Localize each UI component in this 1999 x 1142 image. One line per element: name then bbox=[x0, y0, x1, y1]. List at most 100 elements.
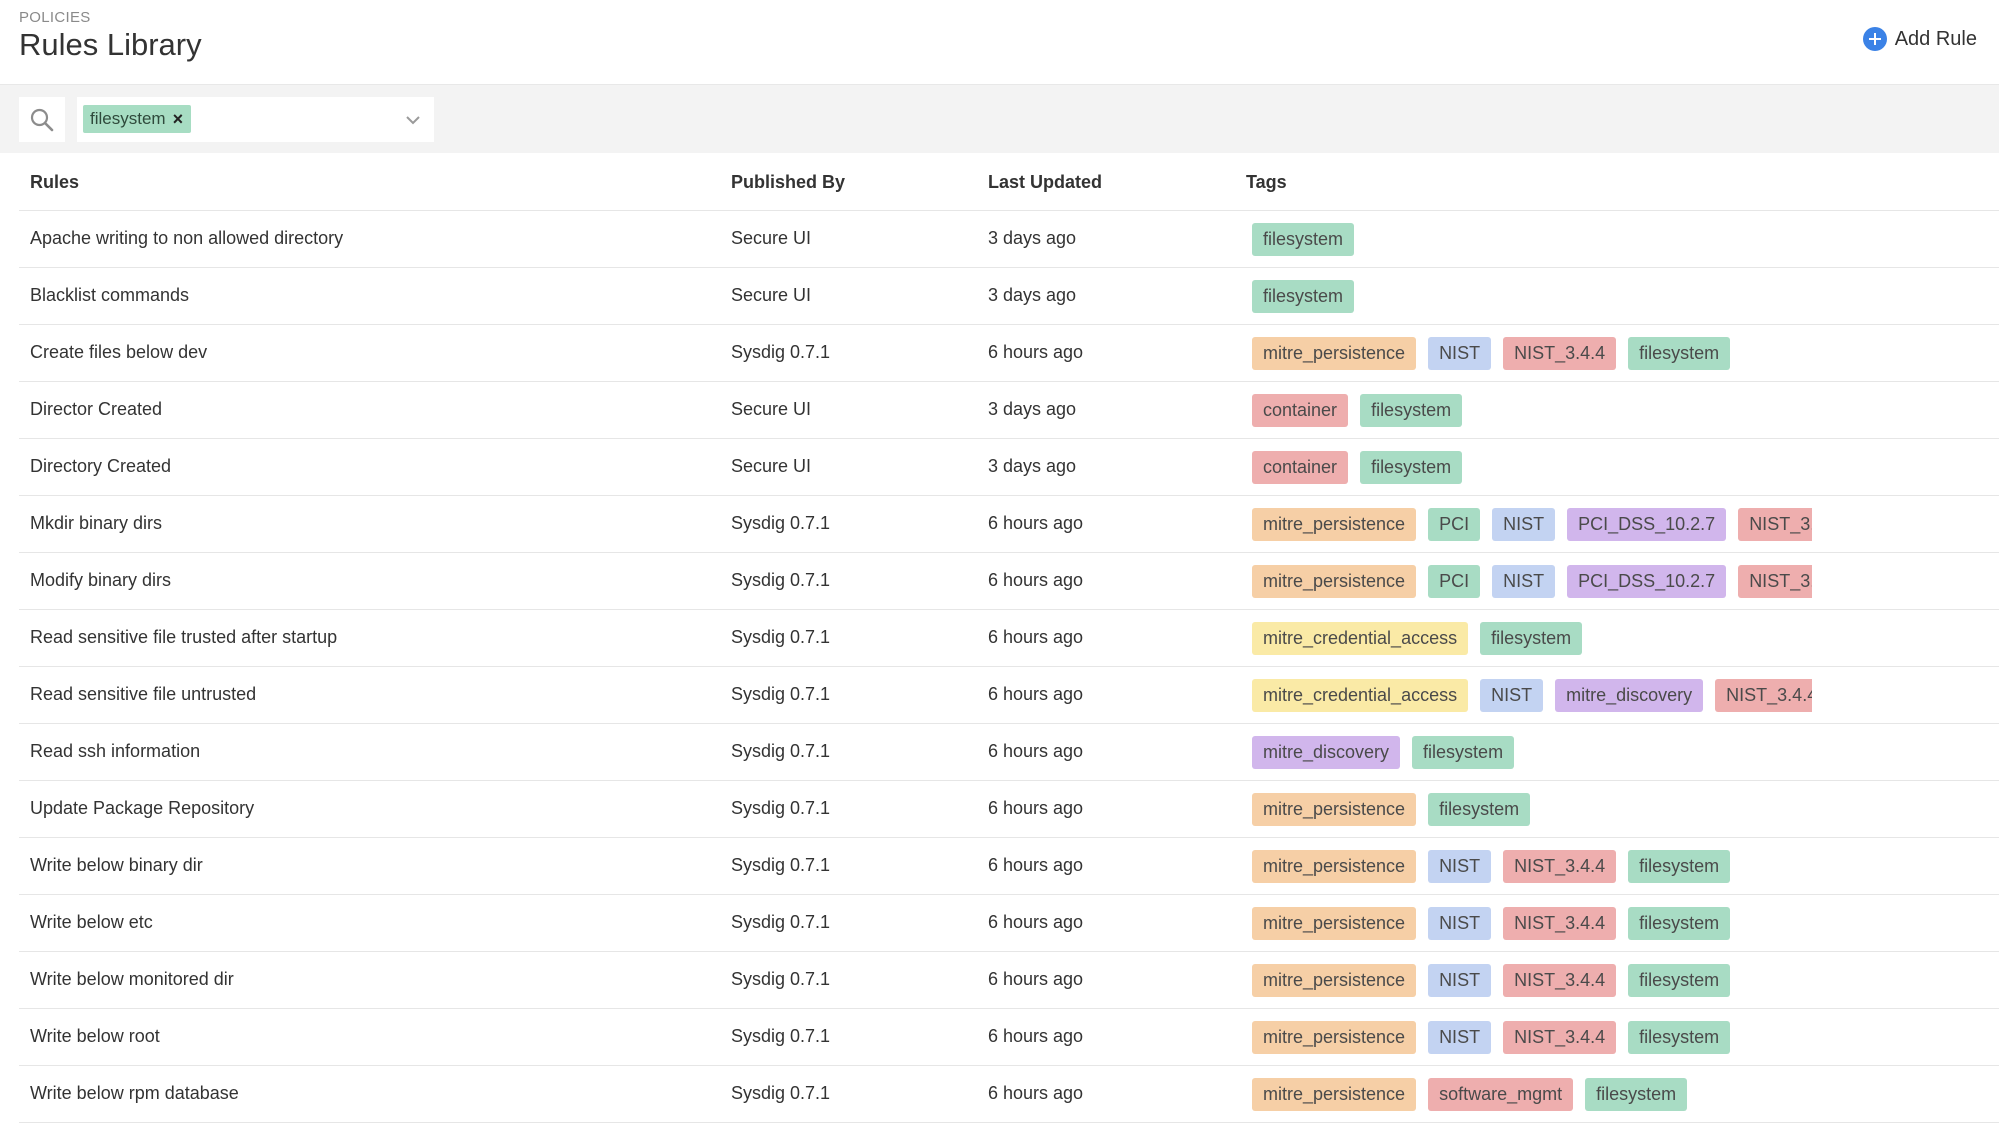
rule-name[interactable]: Write below monitored dir bbox=[30, 969, 234, 989]
page-title: Rules Library bbox=[19, 27, 202, 62]
tag-badge[interactable]: filesystem bbox=[1360, 451, 1463, 484]
rule-name[interactable]: Modify binary dirs bbox=[30, 570, 172, 590]
rule-name[interactable]: Write below etc bbox=[30, 912, 153, 932]
table-row[interactable]: Write below binary dir Sysdig 0.7.1 6 hour… bbox=[19, 838, 1999, 895]
rule-name[interactable]: Create files below dev bbox=[30, 342, 208, 362]
tag-badge[interactable]: NIST_3.4.4 bbox=[1503, 850, 1617, 883]
tag-list: mitre_persistence NIST NIST_3.4.4 filesyste… bbox=[1252, 850, 1812, 883]
table-row[interactable]: Write below monitored dir Sysdig 0.7.1 6 h… bbox=[19, 952, 1999, 1009]
tag-badge[interactable]: NIST bbox=[1428, 337, 1492, 370]
tag-badge[interactable]: mitre_persistence bbox=[1252, 850, 1417, 883]
table-row[interactable]: Update Package Repository Sysdig 0.7.1 6 h… bbox=[19, 781, 1999, 838]
tag-badge[interactable]: mitre_persistence bbox=[1252, 964, 1417, 997]
tag-badge[interactable]: NIST_3.4.4 bbox=[1738, 508, 1812, 541]
rule-name[interactable]: Write below rpm database bbox=[30, 1083, 239, 1103]
tag-badge[interactable]: software_mgmt bbox=[1428, 1078, 1574, 1111]
tag-badge[interactable]: filesystem bbox=[1585, 1078, 1688, 1111]
tag-badge[interactable]: filesystem bbox=[1628, 1021, 1731, 1054]
tag-badge[interactable]: NIST_3.4.4 bbox=[1738, 565, 1812, 598]
tag-badge[interactable]: filesystem bbox=[1428, 793, 1531, 826]
tag-badge[interactable]: mitre_persistence bbox=[1252, 793, 1417, 826]
table-row[interactable]: Read sensitive file untrusted Sysdig 0.7.… bbox=[19, 667, 1999, 724]
table-row[interactable]: Read ssh information Sysdig 0.7.1 6 hours … bbox=[19, 724, 1999, 781]
tag-badge[interactable]: filesystem bbox=[1412, 736, 1515, 769]
table-row[interactable]: Write below root Sysdig 0.7.1 6 hours ago m… bbox=[19, 1009, 1999, 1066]
close-icon[interactable]: × bbox=[172, 109, 184, 129]
rule-name[interactable]: Read ssh information bbox=[30, 741, 201, 761]
tag-badge[interactable]: filesystem bbox=[1628, 964, 1731, 997]
column-header-rules[interactable]: Rules bbox=[30, 172, 80, 192]
tag-badge[interactable]: mitre_discovery bbox=[1252, 736, 1401, 769]
tag-badge[interactable]: NIST_3.4.4 bbox=[1503, 964, 1617, 997]
tag-badge[interactable]: NIST bbox=[1492, 565, 1556, 598]
tag-badge[interactable]: PCI_DSS_10.2.7 bbox=[1567, 565, 1727, 598]
tag-badge[interactable]: mitre_persistence bbox=[1252, 337, 1417, 370]
tag-badge[interactable]: NIST_3.4.4 bbox=[1503, 1021, 1617, 1054]
tag-badge[interactable]: PCI bbox=[1428, 508, 1481, 541]
tag-badge[interactable]: PCI_DSS_10.2.7 bbox=[1567, 508, 1727, 541]
tag-badge[interactable]: NIST bbox=[1428, 850, 1492, 883]
published-by: Sysdig 0.7.1 bbox=[731, 627, 831, 647]
column-header-published-by[interactable]: Published By bbox=[731, 172, 846, 192]
tag-badge[interactable]: PCI bbox=[1428, 565, 1481, 598]
table-row[interactable]: Write below etc Sysdig 0.7.1 6 hours ago mi… bbox=[19, 895, 1999, 952]
last-updated: 6 hours ago bbox=[988, 912, 1084, 932]
tag-badge[interactable]: NIST bbox=[1428, 964, 1492, 997]
rule-name[interactable]: Write below root bbox=[30, 1026, 160, 1046]
table-row[interactable]: Write below rpm database Sysdig 0.7.1 6 ho… bbox=[19, 1066, 1999, 1123]
column-header-last-updated[interactable]: Last Updated bbox=[988, 172, 1103, 192]
tag-badge[interactable]: mitre_persistence bbox=[1252, 1021, 1417, 1054]
tag-badge[interactable]: container bbox=[1252, 394, 1349, 427]
filter-chip: filesystem × bbox=[83, 105, 192, 133]
tag-badge[interactable]: NIST_3.4.4 bbox=[1715, 679, 1812, 712]
tag-badge[interactable]: filesystem bbox=[1360, 394, 1463, 427]
rule-name[interactable]: Apache writing to non allowed directory bbox=[30, 228, 344, 248]
tag-badge[interactable]: filesystem bbox=[1628, 907, 1731, 940]
rule-name[interactable]: Blacklist commands bbox=[30, 285, 190, 305]
tag-badge[interactable]: mitre_credential_access bbox=[1252, 622, 1469, 655]
tag-filter-input[interactable]: filesystem × bbox=[77, 97, 434, 142]
table-row[interactable]: Director Created Secure UI 3 days ago conta… bbox=[19, 382, 1999, 439]
rule-name[interactable]: Read sensitive file untrusted bbox=[30, 684, 257, 704]
tag-badge[interactable]: NIST_3.4.4 bbox=[1503, 907, 1617, 940]
tag-badge[interactable]: NIST bbox=[1492, 508, 1556, 541]
tag-badge[interactable]: mitre_persistence bbox=[1252, 907, 1417, 940]
rule-name[interactable]: Update Package Repository bbox=[30, 798, 255, 818]
published-by: Sysdig 0.7.1 bbox=[731, 855, 831, 875]
tag-badge[interactable]: filesystem bbox=[1628, 850, 1731, 883]
rule-name[interactable]: Director Created bbox=[30, 399, 163, 419]
table-row[interactable]: Read sensitive file trusted after startu… bbox=[19, 610, 1999, 667]
rule-name[interactable]: Directory Created bbox=[30, 456, 172, 476]
rule-name[interactable]: Read sensitive file trusted after startu… bbox=[30, 627, 338, 647]
rule-name[interactable]: Write below binary dir bbox=[30, 855, 203, 875]
breadcrumb[interactable]: POLICIES bbox=[19, 9, 91, 26]
add-rule-button[interactable]: Add Rule bbox=[1862, 24, 1977, 54]
tag-badge[interactable]: mitre_persistence bbox=[1252, 565, 1417, 598]
tag-badge[interactable]: container bbox=[1252, 451, 1349, 484]
chevron-down-icon[interactable] bbox=[404, 111, 422, 129]
tag-badge[interactable]: filesystem bbox=[1628, 337, 1731, 370]
rules-table: Rules Published By Last Updated Tags Apa… bbox=[19, 153, 1999, 1123]
tag-badge[interactable]: NIST bbox=[1428, 1021, 1492, 1054]
rule-name[interactable]: Mkdir binary dirs bbox=[30, 513, 163, 533]
tag-list: mitre_persistence NIST NIST_3.4.4 filesyste… bbox=[1252, 964, 1812, 997]
tag-badge[interactable]: filesystem bbox=[1252, 223, 1355, 256]
published-by: Sysdig 0.7.1 bbox=[731, 969, 831, 989]
table-row[interactable]: Directory Created Secure UI 3 days ago cont… bbox=[19, 439, 1999, 496]
tag-badge[interactable]: NIST bbox=[1480, 679, 1544, 712]
tag-badge[interactable]: mitre_credential_access bbox=[1252, 679, 1469, 712]
tag-badge[interactable]: mitre_persistence bbox=[1252, 508, 1417, 541]
table-row[interactable]: Modify binary dirs Sysdig 0.7.1 6 hours ag… bbox=[19, 553, 1999, 610]
tag-badge[interactable]: mitre_persistence bbox=[1252, 1078, 1417, 1111]
table-row[interactable]: Mkdir binary dirs Sysdig 0.7.1 6 hours ago… bbox=[19, 496, 1999, 553]
tag-badge[interactable]: NIST bbox=[1428, 907, 1492, 940]
tag-badge[interactable]: filesystem bbox=[1252, 280, 1355, 313]
table-row[interactable]: Apache writing to non allowed directory S… bbox=[19, 211, 1999, 268]
tag-badge[interactable]: NIST_3.4.4 bbox=[1503, 337, 1617, 370]
table-row[interactable]: Blacklist commands Secure UI 3 days ago fil… bbox=[19, 268, 1999, 325]
tag-badge[interactable]: filesystem bbox=[1480, 622, 1583, 655]
last-updated: 6 hours ago bbox=[988, 741, 1084, 761]
table-row[interactable]: Create files below dev Sysdig 0.7.1 6 hour… bbox=[19, 325, 1999, 382]
tag-badge[interactable]: mitre_discovery bbox=[1555, 679, 1704, 712]
search-button[interactable] bbox=[19, 97, 65, 142]
